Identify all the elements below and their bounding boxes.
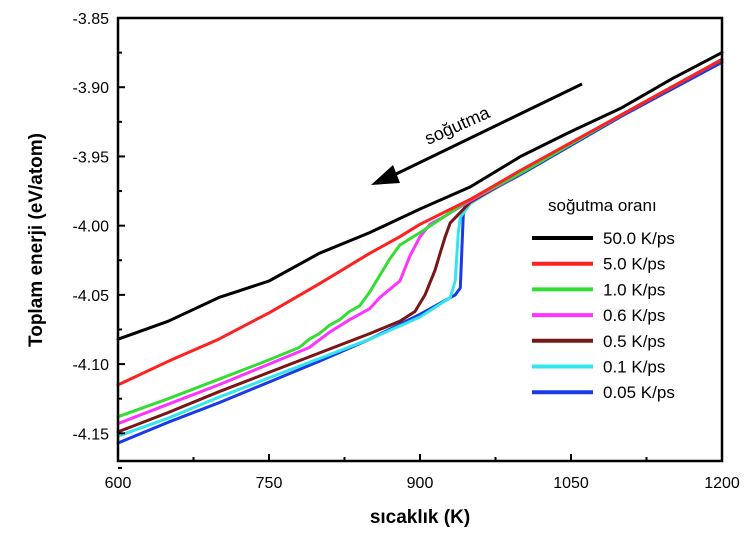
y-tick-label: -4.15 [73,426,110,443]
series-line-0 [116,51,724,341]
y-tick-label: -3.90 [73,80,110,97]
legend-label-4: 0.5 K/ps [603,332,665,351]
x-tick-label: 600 [105,475,132,492]
y-tick-label: -4.00 [73,219,110,236]
legend-label-5: 0.1 K/ps [603,358,665,377]
y-tick-label: -4.05 [73,288,110,305]
legend-title: soğutma oranı [548,196,657,215]
y-tick-label: -4.10 [73,357,110,374]
x-tick-label: 750 [256,475,283,492]
cooling-arrow-shaft [391,82,583,178]
legend-label-2: 1.0 K/ps [603,280,665,299]
legend-label-3: 0.6 K/ps [603,306,665,325]
ticks-layer: 600 750 900 1050 1200 -3.85 -3.90 -3.95 -4.00 -4.… [73,11,740,492]
legend: soğutma oranı 50.0 K/ps 5.0 K/ps 1.0 K/ps 0… [532,196,675,402]
y-tick-label: -3.95 [73,149,110,166]
legend-label-1: 5.0 K/ps [603,255,665,274]
y-tick-label: -3.85 [73,11,110,28]
legend-label-6: 0.05 K/ps [603,383,675,402]
series-line-1 [116,58,724,387]
series-layer [116,51,724,445]
x-tick-label: 900 [407,475,434,492]
legend-label-0: 50.0 K/ps [603,229,675,248]
cooling-arrow-head [371,165,400,185]
x-axis-label: sıcaklık (K) [370,507,470,528]
legend-items: 50.0 K/ps 5.0 K/ps 1.0 K/ps 0.6 K/ps 0.5 K/p… [532,229,675,402]
y-axis-label: Toplam enerji (eV/atom) [26,133,47,347]
x-tick-label: 1050 [553,475,589,492]
x-tick-label: 1200 [704,475,740,492]
